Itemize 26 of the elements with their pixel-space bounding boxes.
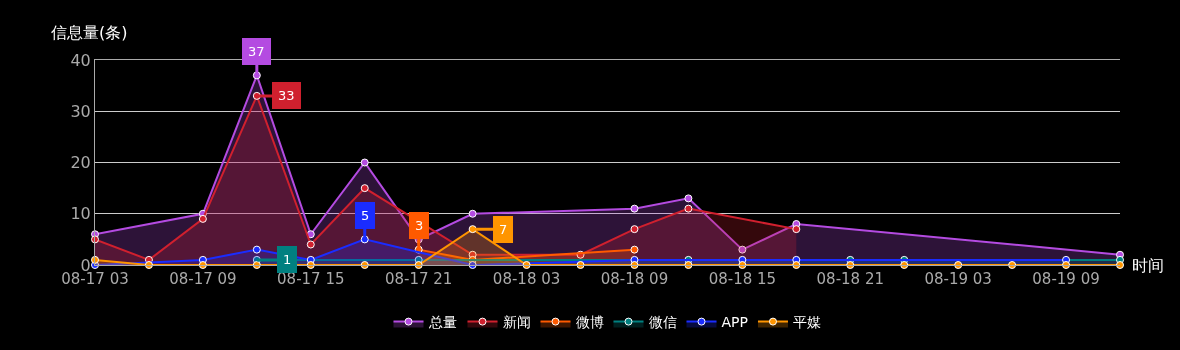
data-label: 1 bbox=[283, 252, 292, 267]
x-axis-title: 时间 bbox=[1132, 256, 1164, 275]
x-tick-label: 08-17 09 bbox=[169, 270, 237, 288]
y-tick-label: 30 bbox=[70, 101, 91, 121]
data-label: 7 bbox=[499, 222, 508, 237]
legend-label: 平媒 bbox=[792, 314, 821, 331]
x-tick-label: 08-18 03 bbox=[492, 270, 561, 288]
x-tick-label: 08-19 03 bbox=[924, 270, 992, 288]
legend-label: 微信 bbox=[648, 314, 677, 331]
data-label: 33 bbox=[278, 88, 295, 103]
x-tick-label: 08-19 09 bbox=[1032, 270, 1100, 288]
y-tick-label: 20 bbox=[70, 153, 91, 173]
y-tick-label: 10 bbox=[70, 204, 91, 224]
data-label: 37 bbox=[248, 44, 265, 59]
legend-label: 微博 bbox=[575, 314, 604, 331]
x-tick-label: 08-18 09 bbox=[600, 270, 669, 288]
x-tick-label: 08-18 21 bbox=[816, 270, 884, 288]
legend-label: 总量 bbox=[427, 314, 457, 331]
data-label: 5 bbox=[361, 208, 370, 223]
x-tick-label: 08-17 21 bbox=[384, 270, 453, 288]
data-label: 3 bbox=[415, 218, 424, 233]
y-axis-title: 信息量(条) bbox=[51, 23, 128, 42]
y-tick-label: 40 bbox=[70, 50, 91, 70]
legend-label: 新闻 bbox=[502, 314, 531, 331]
legend-label: APP bbox=[721, 314, 748, 331]
x-tick-label: 08-18 15 bbox=[708, 270, 777, 288]
